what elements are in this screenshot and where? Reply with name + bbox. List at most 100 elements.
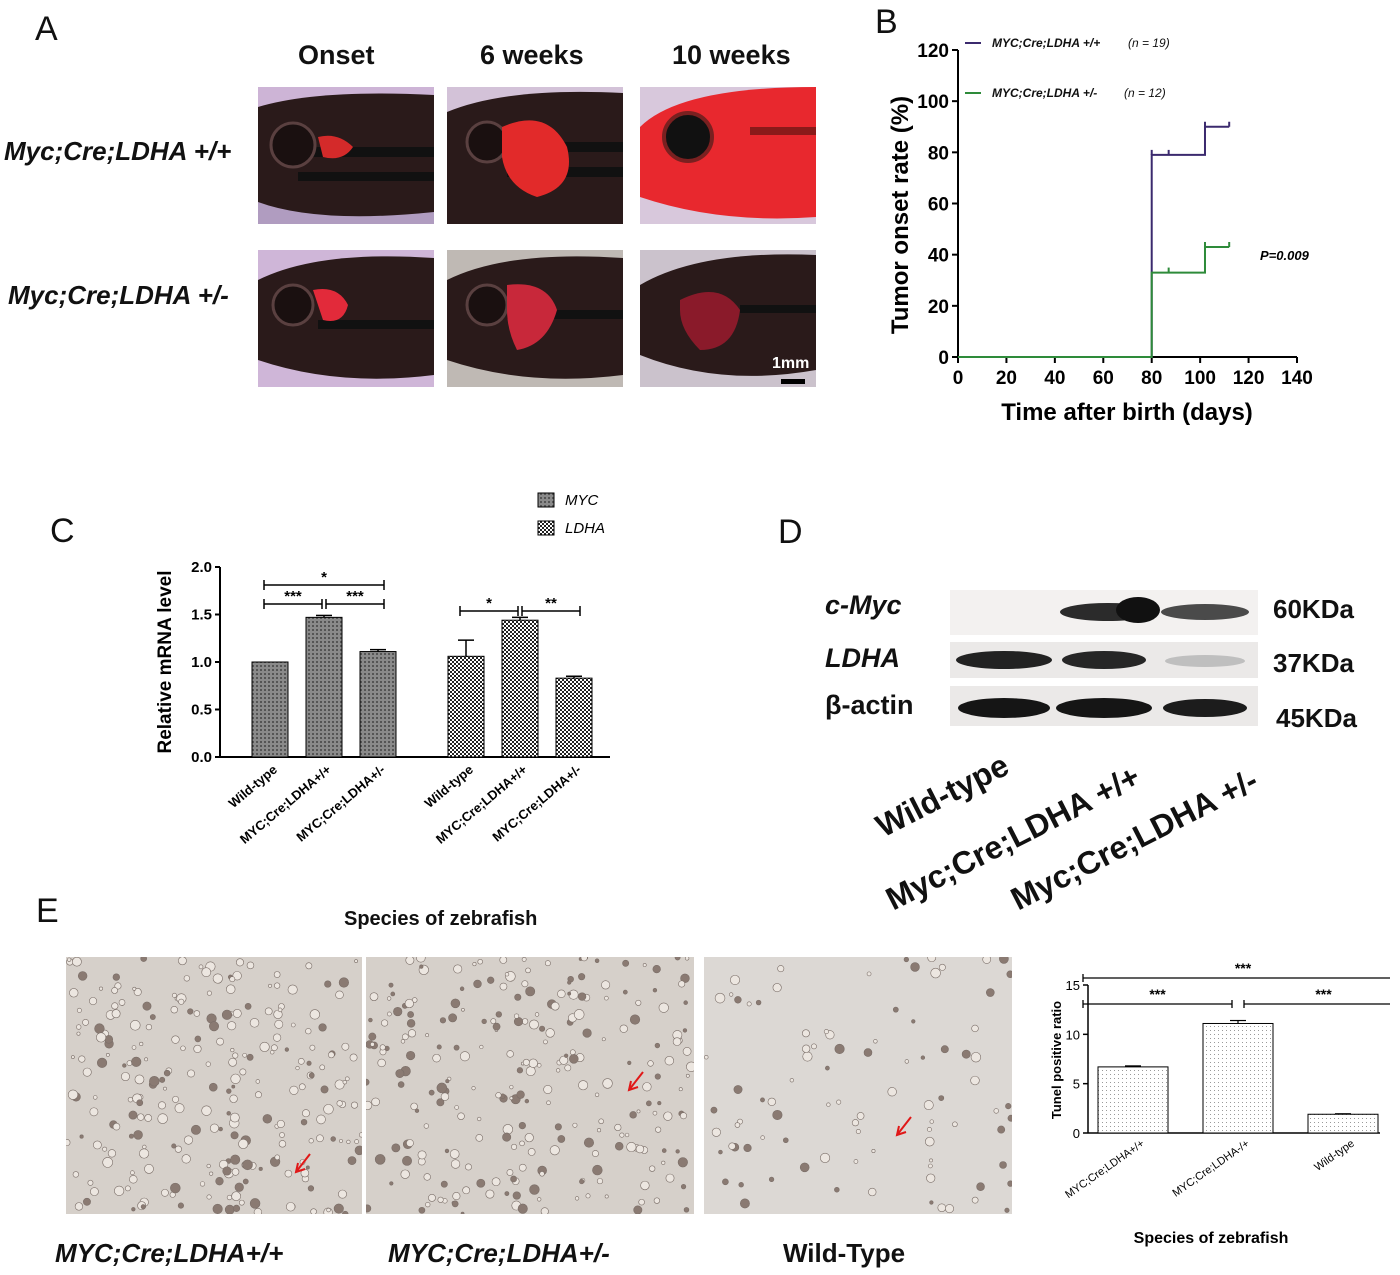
cell-dot [457,1112,465,1120]
cell-dot [171,1143,177,1149]
cell-dot [354,1145,362,1156]
cell-dot [811,1043,817,1050]
cell-dot [439,1017,447,1024]
cell-dot [534,1012,540,1017]
legend-swatch-myc [537,492,555,508]
cell-dot [635,999,642,1006]
cell-dot [218,1126,223,1132]
cell-dot [246,961,255,970]
cell-dot [564,1064,572,1072]
cell-dot [892,1006,899,1013]
cell-dot [334,1079,345,1090]
cell-dot [232,1052,239,1059]
cell-dot [582,1028,592,1038]
cell-dot [114,982,122,990]
cell-dot [924,1136,935,1147]
cell-dot [529,1184,540,1195]
cell-dot [133,988,142,996]
cell-dot [825,1065,830,1071]
cell-dot [273,1033,282,1042]
cell-dot [665,1173,675,1183]
cell-dot [279,1132,285,1138]
cell-dot [67,1089,79,1100]
cell-dot [358,1132,362,1138]
cell-dot [128,1110,138,1120]
cell-dot [390,991,396,997]
red-arrow-head [895,1125,907,1137]
cell-dot [657,1100,662,1106]
cell-dot [524,1098,530,1104]
cell-dot [316,1114,326,1125]
cell-dot [149,1076,160,1087]
cell-dot [389,1181,394,1186]
cell-dot [728,1142,736,1150]
cell-dot [733,1085,743,1094]
cell-dot [428,1193,436,1202]
cell-dot [253,1208,263,1214]
cell-dot [242,1178,249,1185]
cell-dot [820,1152,831,1163]
cell-dot [873,1039,878,1044]
cell-dot [539,1171,545,1177]
cell-dot [559,1055,569,1065]
mrna-y-tick-label: 1.0 [191,654,212,671]
cell-dot [284,1169,293,1178]
cell-dot [755,999,762,1006]
km-legend-n-wt: (n = 19) [1128,36,1170,50]
cell-dot [525,1066,536,1076]
cell-dot [209,1171,214,1176]
cell-dot [461,1007,465,1012]
km-p-value: P=0.009 [1260,248,1310,263]
cell-dot [513,1017,524,1027]
mrna-category-label: MYC;Cre;LDHA+/- [489,762,584,845]
km-x-tick-label: 0 [953,368,964,389]
cell-dot [201,967,212,978]
cell-dot [661,1148,667,1153]
cell-dot [999,1161,1007,1169]
cell-dot [652,964,661,974]
cell-dot [583,1137,594,1148]
mrna-y-tick-label: 2.0 [191,559,212,576]
cell-dot [77,971,88,981]
cell-dot [730,974,741,985]
cell-dot [622,989,628,995]
cell-dot [89,997,98,1006]
cell-dot [276,1119,285,1128]
cell-dot [518,1122,526,1130]
km-chart: 0 20 40 60 80 100 120 140 0 20 40 60 80 100 120 Tumor … [887,41,1313,426]
mrna-category-label: MYC;Cre;LDHA+/+ [433,762,530,847]
cell-dot [577,992,587,1001]
cell-dot [999,957,1009,964]
cell-dot [215,1177,224,1186]
cell-dot [952,1121,958,1128]
cell-dot [519,1140,525,1147]
cell-dot [342,1210,349,1214]
cell-dot [683,1000,688,1005]
cell-dot [672,1037,682,1046]
red-arrow-icon [628,1071,644,1091]
cell-dot [539,1025,546,1032]
cell-dot [149,1014,156,1020]
cell-dot [450,998,461,1009]
cell-dot [518,1163,527,1172]
panel-c-letter: C [50,512,75,550]
tunel-sig-left-label: *** [1149,986,1166,1002]
cell-dot [448,1013,458,1023]
cell-dot [524,1133,534,1143]
cell-dot [170,1182,181,1194]
cell-dot [201,1105,212,1116]
cell-dot [369,992,379,1001]
cell-dot [171,992,177,998]
cell-dot [734,1122,741,1128]
cell-dot [131,1045,137,1050]
cell-dot [230,1073,241,1084]
mrna-chart: MYC LDHA 0.00.51.01.52.0 Wild-typeMYC;Cr… [155,492,610,847]
cell-dot [557,989,566,999]
cell-dot [416,957,426,963]
cell-dot [234,1182,244,1192]
cell-dot [425,1033,430,1038]
legend-label-myc: MYC [565,492,599,509]
mrna-category-label: MYC;Cre;LDHA+/+ [237,762,334,847]
cell-dot [635,1144,645,1154]
cell-dot [178,998,185,1005]
